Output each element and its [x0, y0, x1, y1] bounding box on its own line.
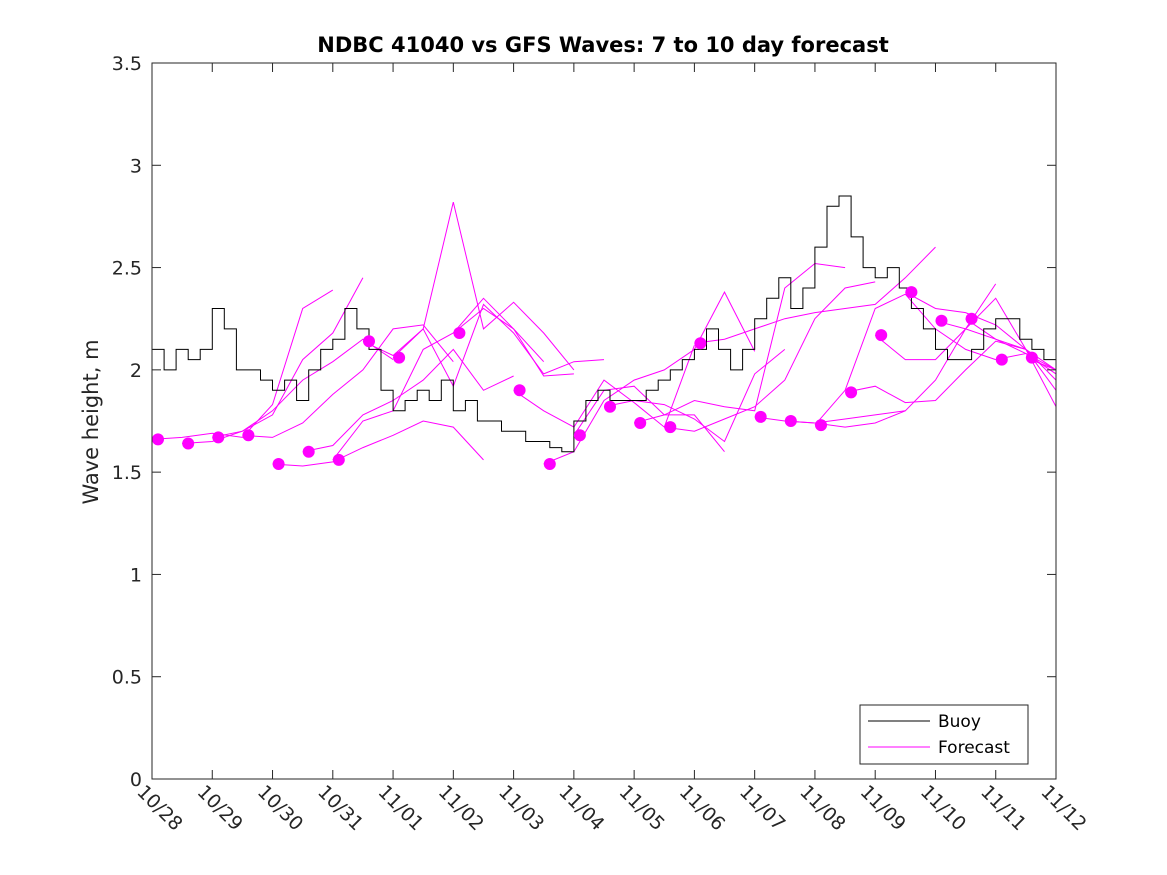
forecast-line-6 — [302, 348, 514, 453]
y-tick-label: 3 — [130, 155, 142, 177]
forecast-marker — [453, 327, 466, 339]
legend-buoy-label: Buoy — [938, 712, 981, 732]
forecast-marker — [212, 431, 225, 444]
forecast-line-2 — [182, 277, 364, 444]
forecast-marker — [573, 429, 586, 442]
forecast-marker — [363, 335, 375, 348]
plot-area — [152, 195, 1056, 470]
forecast-line-1 — [152, 289, 334, 440]
forecast-marker — [754, 410, 767, 423]
forecast-marker — [634, 417, 647, 429]
forecast-line-13 — [573, 385, 725, 453]
chart-title: NDBC 41040 vs GFS Waves: 7 to 10 day for… — [317, 33, 888, 57]
forecast-marker — [513, 384, 526, 397]
buoy-line — [152, 195, 1056, 453]
forecast-marker — [242, 429, 255, 442]
forecast-marker — [664, 421, 677, 434]
legend: Buoy Forecast — [859, 704, 1029, 765]
forecast-line-10 — [452, 297, 574, 377]
data-layer — [152, 195, 1056, 470]
forecast-line-8 — [362, 201, 575, 371]
forecast-marker — [332, 453, 345, 466]
forecast-marker — [935, 314, 948, 327]
axes-box — [151, 62, 1057, 780]
forecast-marker — [784, 415, 797, 427]
legend-forecast-label: Forecast — [938, 738, 1010, 758]
forecast-line-5 — [272, 420, 484, 467]
forecast-line-3 — [212, 338, 394, 438]
forecast-line-18 — [754, 410, 906, 424]
y-tick-label: 0.5 — [112, 667, 142, 689]
y-tick-label: 3.5 — [112, 53, 142, 75]
forecast-marker — [694, 337, 707, 350]
forecast-marker — [604, 400, 616, 413]
forecast-marker — [905, 286, 918, 299]
forecast-marker — [393, 351, 406, 364]
forecast-marker — [815, 419, 827, 432]
y-axis-label: Wave height, m — [79, 339, 103, 504]
forecast-line-15 — [633, 262, 846, 424]
legend-box — [859, 704, 1029, 765]
y-tick-label: 1 — [130, 564, 142, 586]
forecast-line-4 — [242, 324, 454, 438]
forecast-marker — [995, 353, 1008, 366]
y-tick-label: 1.5 — [112, 462, 142, 484]
forecast-marker — [182, 437, 195, 450]
forecast-marker — [875, 329, 888, 342]
y-tick-label: 0 — [130, 769, 142, 791]
forecast-marker — [152, 433, 164, 446]
forecast-line-9 — [392, 303, 605, 388]
forecast-marker — [302, 445, 315, 458]
forecast-line-7 — [332, 307, 545, 461]
forecast-marker — [845, 386, 858, 399]
forecast-marker — [543, 458, 556, 470]
forecast-line-12 — [543, 291, 756, 465]
forecast-line-20 — [814, 293, 996, 426]
forecast-marker — [272, 458, 285, 470]
forecast-line-16 — [664, 281, 876, 432]
y-tick-label: 2 — [130, 360, 142, 382]
forecast-line-17 — [694, 246, 936, 344]
forecast-marker — [1025, 351, 1038, 364]
y-tick-label: 2.5 — [112, 258, 142, 280]
forecast-marker — [965, 312, 978, 325]
